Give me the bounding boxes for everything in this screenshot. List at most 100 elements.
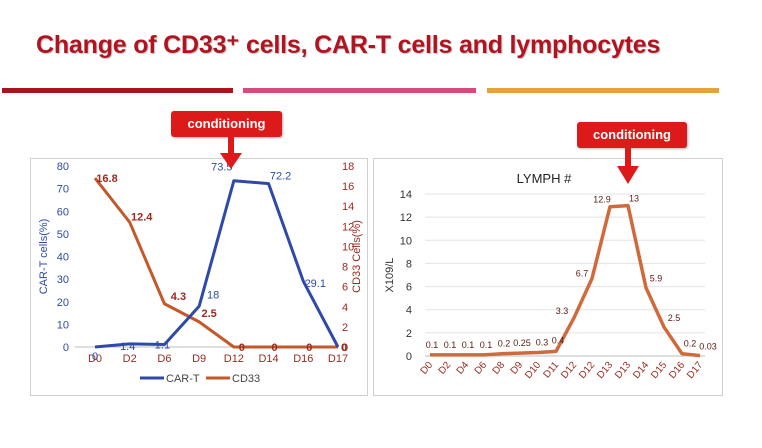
lymph-data-label: 3.3: [556, 306, 569, 316]
lymph-data-label: 0.3: [536, 338, 549, 348]
y-tick-label: 80: [57, 161, 69, 173]
conditioning-callout-left: conditioning: [171, 111, 282, 137]
x-tick-label: D16: [293, 353, 313, 365]
lymph-data-label: 12.9: [593, 195, 611, 205]
conditioning-callout-right: conditioning: [577, 122, 687, 148]
y-tick-label: 60: [57, 206, 69, 218]
legend-car-t-label: CAR-T: [166, 373, 200, 385]
y-tick-label: 20: [57, 297, 69, 309]
y2-tick-label: 2: [342, 322, 348, 334]
x-tick-label: D0: [419, 360, 436, 377]
car-t-data-label: 0: [92, 351, 98, 363]
x-tick-label: D14: [258, 353, 278, 365]
lymph-data-label: 6.7: [576, 268, 589, 278]
x-tick-label: D9: [192, 353, 206, 365]
car-t-data-label: 1.4: [120, 341, 135, 353]
cd33-data-label: 16.8: [96, 173, 117, 185]
cd33-data-label: 12.4: [131, 211, 153, 223]
legend-cd33-label: CD33: [232, 373, 260, 385]
y-tick-label: 4: [406, 305, 412, 317]
lymph-data-label: 0.1: [426, 340, 439, 350]
arrow-down-icon: [617, 148, 639, 184]
x-tick-label: D16: [667, 360, 688, 381]
x-tick-label: D11: [542, 360, 562, 381]
cd33-data-label: 0: [341, 342, 347, 354]
x-tick-label: D2: [123, 353, 137, 365]
cd33-data-label: 2.5: [201, 308, 216, 320]
x-tick-label: D0: [88, 353, 102, 365]
x-tick-label: D6: [473, 360, 490, 377]
lymph-data-label: 2.5: [668, 313, 681, 323]
x-tick-label: D2: [437, 360, 454, 377]
lymph-data-label: 0.1: [480, 340, 493, 350]
lymph-data-label: 0.03: [699, 342, 717, 352]
y2-tick-label: 16: [342, 181, 354, 193]
lymph-data-label: 13: [629, 194, 639, 204]
y2-tick-label: 6: [342, 282, 348, 294]
y-tick-label: 2: [406, 328, 412, 340]
y-tick-label: 0: [63, 342, 69, 354]
y-tick-label: 30: [57, 274, 69, 286]
car-t-data-label: 72.2: [270, 171, 291, 183]
x-tick-label: D12: [559, 360, 580, 381]
x-tick-label: D14: [631, 360, 652, 381]
lymph-data-label: 0.1: [444, 340, 457, 350]
x-tick-label: D15: [649, 360, 670, 381]
x-tick-label: D10: [523, 360, 544, 381]
x-tick-label: D17: [685, 360, 706, 381]
y-tick-label: 12: [400, 212, 412, 224]
lymph-chart-title: LYMPH #: [517, 171, 572, 186]
y-tick-label: 50: [57, 229, 69, 241]
divider-red: [2, 88, 233, 93]
y2-tick-label: 0: [342, 342, 348, 354]
x-tick-label: D12: [577, 360, 598, 381]
divider-pink: [243, 88, 476, 93]
lymph-data-label: 0.4: [552, 335, 565, 345]
y2-tick-label: 12: [342, 221, 354, 233]
car-t-data-label: 1.1: [155, 340, 170, 352]
y2-tick-label: 4: [342, 302, 348, 314]
y2-tick-label: 8: [342, 262, 348, 274]
lymph-data-label: 0.2: [498, 339, 511, 349]
y-tick-label: 8: [406, 258, 412, 270]
arrow-down-icon: [220, 137, 242, 169]
cd33-data-label: 4.3: [171, 291, 186, 303]
y-axis-title: CAR-T cells(%): [38, 219, 50, 295]
divider-gold: [487, 88, 719, 93]
y-tick-label: 10: [57, 319, 69, 331]
y-tick-label: 70: [57, 184, 69, 196]
y-axis-title: X109/L: [384, 258, 396, 293]
y2-tick-label: 18: [342, 161, 354, 173]
y-tick-label: 0: [406, 351, 412, 363]
x-tick-label: D17: [328, 353, 348, 365]
lymph-data-label: 0.2: [684, 339, 697, 349]
y-tick-label: 40: [57, 252, 69, 264]
cd33-data-label: 0: [272, 342, 278, 354]
chart-panel-cart-cd33: [30, 158, 368, 396]
x-tick-label: D13: [595, 360, 616, 381]
cd33-series-line: [93, 177, 338, 349]
y2-tick-label: 14: [342, 201, 354, 213]
car-t-series-line: [94, 179, 340, 349]
y2-tick-label: 10: [342, 241, 354, 253]
slide-title: Change of CD33⁺ cells, CAR-T cells and l…: [36, 31, 661, 59]
y-tick-label: 6: [406, 282, 412, 294]
car-t-data-label: 18: [207, 289, 219, 301]
lymph-data-label: 0.25: [513, 338, 531, 348]
car-t-data-label: 29.1: [305, 278, 326, 290]
car-t-data-label: 73.5: [211, 162, 232, 174]
cd33-data-label: 0: [306, 342, 312, 354]
x-tick-label: D4: [455, 360, 472, 377]
y2-axis-title: CD33 Cells(%): [351, 220, 363, 293]
x-tick-label: D8: [491, 360, 508, 377]
lymph-series-line: [430, 203, 701, 358]
x-tick-label: D12: [224, 353, 244, 365]
lymph-data-label: 0.1: [462, 340, 475, 350]
x-tick-label: D6: [157, 353, 171, 365]
lymph-data-label: 5.9: [650, 274, 663, 284]
cd33-data-label: 0: [239, 342, 245, 354]
x-tick-label: D13: [613, 360, 634, 381]
y-tick-label: 10: [400, 235, 412, 247]
y-tick-label: 14: [400, 189, 412, 201]
